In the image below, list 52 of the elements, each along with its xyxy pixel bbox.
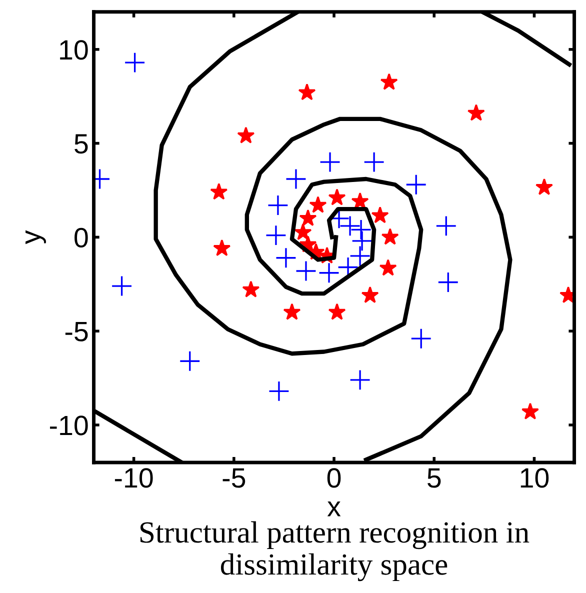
- point: [267, 194, 289, 216]
- point: [285, 168, 307, 190]
- point: [294, 223, 312, 240]
- point: [406, 174, 427, 196]
- point: [328, 303, 346, 320]
- point: [237, 126, 255, 144]
- point: [339, 215, 361, 236]
- point: [265, 224, 287, 246]
- point: [319, 152, 341, 173]
- y-tick-label: -10: [50, 416, 88, 436]
- point: [436, 215, 457, 236]
- y-tick-label: 0: [74, 228, 88, 248]
- point: [298, 83, 316, 100]
- point: [299, 209, 317, 226]
- y-tick-label: -5: [65, 322, 88, 342]
- point: [309, 196, 327, 213]
- point: [283, 303, 301, 320]
- point: [210, 182, 228, 200]
- point: [438, 272, 459, 293]
- point: [213, 239, 231, 256]
- point: [410, 328, 432, 350]
- y-tick-label: 5: [74, 134, 88, 154]
- x-tick-label: -10: [114, 468, 153, 488]
- point: [275, 247, 297, 268]
- point: [371, 206, 389, 224]
- point: [361, 286, 379, 303]
- point: [535, 178, 554, 196]
- x-axis-title: x: [327, 502, 341, 516]
- point: [381, 228, 399, 245]
- point: [380, 73, 398, 90]
- point: [268, 380, 290, 402]
- point: [349, 369, 371, 390]
- point: [467, 104, 485, 121]
- point: [364, 152, 385, 173]
- point: [242, 280, 260, 298]
- point: [328, 188, 346, 206]
- point: [111, 275, 132, 297]
- point: [295, 260, 317, 282]
- x-tick-label: -5: [222, 468, 246, 488]
- y-tick-label: 10: [60, 40, 88, 60]
- x-tick-label: 5: [428, 468, 441, 488]
- x-tick-label: 10: [520, 468, 549, 488]
- point: [379, 259, 397, 276]
- point: [318, 262, 340, 284]
- point: [179, 350, 200, 372]
- point: [350, 219, 372, 240]
- point: [521, 402, 539, 420]
- point: [124, 52, 146, 74]
- y-axis-title: y: [26, 230, 46, 244]
- point: [351, 230, 373, 252]
- text: Structural pattern recognition in dissimilarity space: [140, 521, 530, 582]
- x-tick-label: 0: [327, 468, 341, 488]
